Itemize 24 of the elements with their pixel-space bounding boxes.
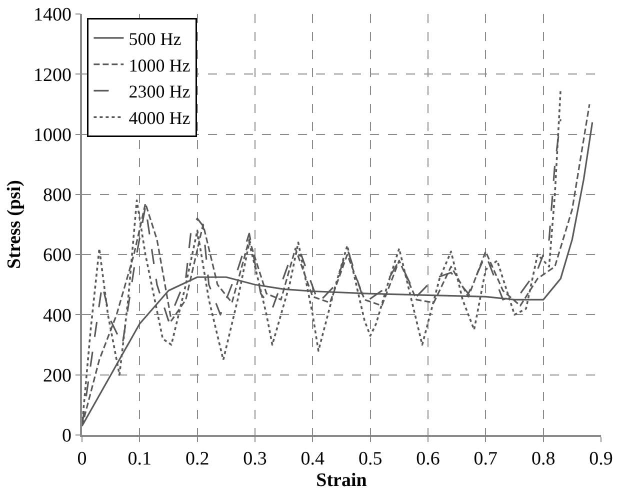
y-tick-label: 1000 <box>33 124 72 146</box>
x-tick-label: 0.7 <box>474 448 498 470</box>
x-tick-label: 0.4 <box>300 448 326 470</box>
x-tick-label: 0 <box>77 448 87 470</box>
x-tick-label: 0.2 <box>185 448 210 470</box>
x-tick-label: 0.8 <box>531 448 556 470</box>
y-tick-label: 1200 <box>33 64 72 86</box>
legend-label: 4000 Hz <box>128 108 190 128</box>
y-tick-label: 600 <box>42 245 72 266</box>
legend-label: 1000 Hz <box>128 55 190 76</box>
x-tick-label: 0.1 <box>128 448 152 470</box>
x-axis-title: Strain <box>316 470 368 491</box>
x-tick-label: 0.5 <box>358 448 382 470</box>
x-tick-label: 0.6 <box>416 448 440 470</box>
x-tick-label: 0.3 <box>243 448 267 470</box>
legend-label: 2300 Hz <box>128 82 190 102</box>
y-axis-title: Stress (psi) <box>4 180 25 269</box>
y-tick-label: 200 <box>42 366 72 387</box>
y-tick-label: 800 <box>42 185 72 206</box>
legend-label: 500 Hz <box>128 28 182 49</box>
y-tick-label: 400 <box>42 305 72 326</box>
x-tick-label: 0.9 <box>589 448 613 470</box>
y-tick-label: 0 <box>62 426 72 447</box>
y-tick-label: 1400 <box>33 4 72 26</box>
